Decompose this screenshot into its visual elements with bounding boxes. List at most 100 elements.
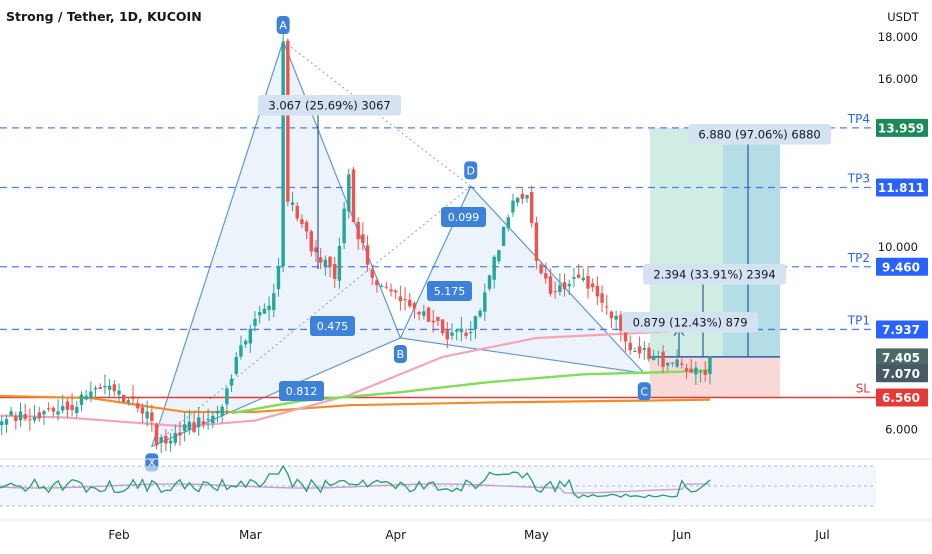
candle-body: [150, 412, 154, 421]
candle-body: [628, 342, 632, 351]
candle-body: [211, 415, 215, 424]
candle-body: [351, 169, 356, 223]
candle-body: [164, 436, 168, 444]
candle-body: [497, 250, 501, 262]
price-badge-tp1-bg: [876, 320, 928, 339]
candle-body: [98, 387, 102, 389]
level-name-tp2: TP2: [847, 251, 870, 265]
candle-body: [258, 312, 262, 316]
candle-body: [605, 306, 609, 308]
ratio-label-2-text: 5.175: [434, 285, 466, 298]
candle-body: [389, 289, 393, 292]
candle-body: [384, 286, 389, 288]
candle-body: [445, 329, 449, 340]
candle-body: [581, 277, 586, 280]
candle-body: [511, 200, 515, 213]
pattern-point-bg: [637, 382, 651, 401]
pattern-point-a: A: [276, 16, 290, 35]
candle-body: [670, 362, 675, 364]
y-tick-label: 10.000: [878, 240, 918, 254]
candle-body: [680, 363, 684, 365]
ratio-label-1-bg: [310, 316, 355, 336]
candle-body: [61, 406, 65, 411]
price-badge-tp2-bg: [876, 257, 928, 276]
candle-body: [478, 310, 482, 317]
candle-body: [42, 411, 46, 415]
candle-body: [379, 286, 384, 288]
pattern-point-label: A: [279, 19, 287, 32]
candle-body: [178, 432, 182, 436]
candle-body: [56, 411, 60, 415]
candle-body: [70, 404, 74, 411]
candle-body: [333, 264, 337, 279]
candle-body: [469, 332, 473, 334]
candle-body: [708, 356, 712, 375]
candle-body: [675, 359, 679, 367]
candle-body: [187, 421, 192, 430]
pattern-point-label: X: [148, 456, 156, 469]
candle-body: [107, 385, 112, 390]
candle-body: [492, 256, 496, 280]
level-name-tp1: TP1: [847, 313, 870, 327]
candle-body: [684, 368, 689, 372]
candle-body: [314, 247, 318, 253]
candle-body: [623, 328, 628, 342]
candle-body: [661, 351, 665, 367]
candle-body: [426, 307, 431, 322]
candle-body: [586, 276, 590, 289]
candle-body: [103, 385, 107, 388]
level-name-tp4: TP4: [847, 112, 870, 126]
candle-body: [656, 356, 661, 358]
candle-body: [206, 418, 210, 420]
ratio-label-0: 0.812: [279, 381, 324, 401]
price-badge-tp3-text: 11.811: [878, 181, 924, 195]
price-badge-current-bg: [876, 364, 928, 383]
level-name-sl: SL: [856, 381, 871, 395]
ratio-label-2-bg: [427, 281, 472, 301]
pattern-dotted-xd: [151, 185, 472, 447]
candle-body: [168, 440, 173, 444]
candle-body: [454, 330, 459, 332]
measure-label-tp4: 6.880 (97.06%) 6880: [688, 124, 832, 145]
ratio-label-1-text: 0.475: [317, 320, 349, 333]
candle-body: [225, 388, 229, 405]
candle-body: [637, 346, 642, 354]
candle-body: [234, 357, 238, 374]
candle-body: [633, 350, 637, 352]
chart-title: Strong / Tether, 1D, KUCOIN: [6, 9, 202, 24]
candle-body: [304, 222, 309, 232]
candle-body: [173, 432, 177, 443]
candle-body: [154, 424, 159, 446]
candle-body: [323, 259, 328, 267]
price-badge-tp3-bg: [876, 178, 928, 197]
candle-body: [647, 347, 651, 360]
ratio-label-0-bg: [279, 381, 324, 401]
candle-body: [590, 283, 595, 288]
measure-label-a: 3.067 (25.69%) 3067: [258, 95, 402, 116]
ratio-label-2: 5.175: [427, 281, 472, 301]
candle-body: [145, 411, 149, 419]
level-name-tp3: TP3: [847, 172, 870, 186]
ratio-label-3-bg: [441, 207, 486, 227]
candle-body: [276, 266, 281, 290]
candle-body: [440, 319, 445, 334]
price-badge-tp4-bg: [876, 118, 928, 137]
y-axis-unit: USDT: [887, 10, 920, 24]
candle-body: [520, 193, 525, 199]
candle-body: [182, 424, 187, 432]
candle-body: [37, 412, 41, 419]
candle-body: [248, 328, 253, 344]
candle-body: [600, 293, 604, 303]
candle-body: [694, 367, 698, 375]
price-badge-tp1-text: 7.937: [882, 323, 920, 337]
candle-body: [464, 332, 468, 336]
ratio-label-1: 0.475: [310, 316, 355, 336]
candle-body: [84, 395, 88, 400]
candle-body: [75, 406, 79, 413]
candle-body: [272, 293, 276, 311]
candle-body: [501, 226, 506, 246]
measure-label-tp2-bg: [643, 264, 787, 285]
candle-body: [300, 219, 304, 225]
